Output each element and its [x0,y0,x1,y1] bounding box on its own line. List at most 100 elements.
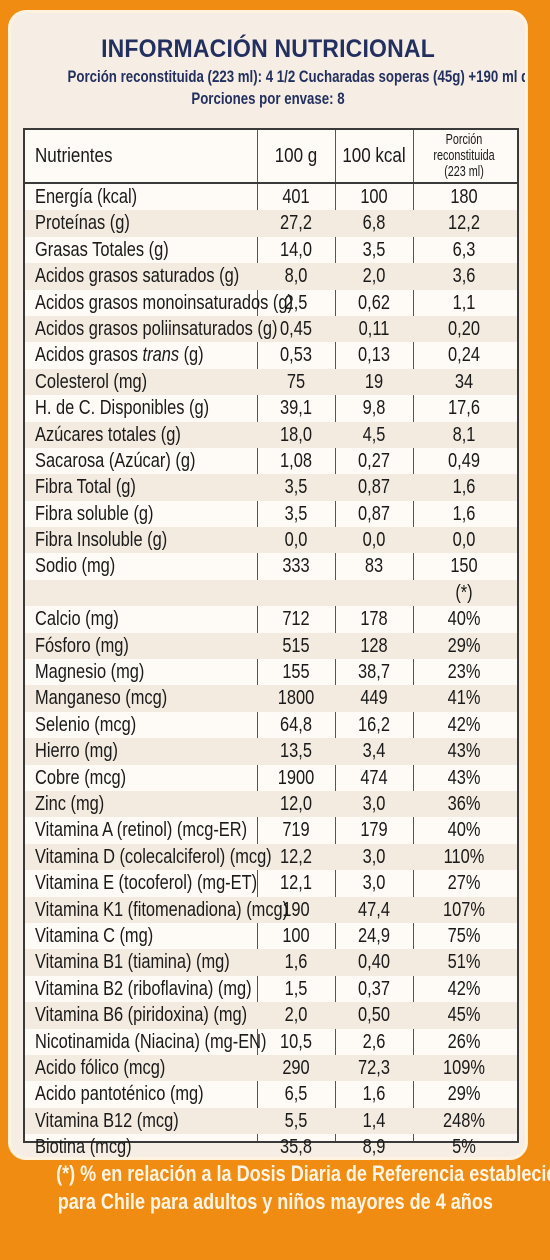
value-per-100kcal: 9,8 [362,397,386,420]
value-per-100g: 12,1 [280,872,312,895]
nutrient-name: Manganeso (mcg) [35,687,168,710]
value-per-serving: 51% [447,951,481,974]
value-per-100kcal [342,580,406,606]
value-per-100kcal: 2,0 [362,265,386,288]
footnote-line-1: (*) % en relación a la Dosis Diaria de R… [56,1161,550,1186]
value-per-100kcal: 24,9 [358,924,390,947]
value-per-100g: 0,0 [284,529,308,552]
value-per-100kcal: 0,0 [362,529,386,552]
value-per-serving: 26% [447,1030,481,1053]
value-per-serving: 3,6 [452,265,476,288]
value-per-100kcal: 1,6 [362,1083,386,1106]
value-per-serving: 23% [447,661,481,684]
value-per-100kcal: 0,62 [358,291,390,314]
table-row: Azúcares totales (g) 18,0 4,5 8,1 [25,421,517,448]
value-per-serving: 0,49 [448,449,480,472]
nutrient-name: Zinc (mg) [35,792,105,815]
value-per-serving: 0,0 [452,529,476,552]
value-per-100g: 100 [282,924,310,947]
table-row: Colesterol (mg) 75 19 34 [25,368,517,396]
value-per-100kcal: 100 [360,186,388,208]
value-per-100kcal: 8,9 [362,1136,386,1159]
value-per-serving: 45% [447,1004,481,1027]
table-row: Selenio (mcg) 64,8 16,2 42% [25,712,517,738]
nutrient-name: Colesterol (mg) [35,370,148,393]
table-row: Zinc (mg) 12,0 3,0 36% [25,790,517,818]
value-per-100g: 39,1 [280,397,312,420]
table-row: Acidos grasos poliinsaturados (g) 0,45 0,1… [25,315,517,343]
table-row: H. de C. Disponibles (g) 39,1 9,8 17,6 [25,395,517,421]
value-per-100g [264,580,328,606]
value-per-100kcal: 47,4 [358,898,390,921]
value-per-serving: 180 [450,186,478,208]
value-per-serving: 36% [447,792,481,815]
table-row: Magnesio (mg) 155 38,7 23% [25,659,517,685]
value-per-100g: 8,0 [284,265,308,288]
value-per-serving: 27% [447,872,481,895]
value-per-serving: 1,6 [452,476,476,499]
value-per-100g: 27,2 [280,212,312,235]
table-row: Vitamina D (colecalciferol) (mcg) 12,2 3,0… [25,843,517,871]
table-header: Nutrientes 100 g 100 kcal Porción recons… [25,130,517,184]
nutrition-table: Nutrientes 100 g 100 kcal Porción recons… [23,128,519,1157]
value-per-100g: 290 [282,1056,310,1079]
value-per-100g: 1800 [277,687,315,710]
table-row: Vitamina A (retinol) (mcg-ER) 719 179 40% [25,817,517,843]
nutrient-name: Biotina (mcg) [35,1136,132,1159]
servings-per-pack: Porciones por envase: 8 [191,89,345,108]
header-per-100g: 100 g [274,144,318,167]
table-row: Acido pantoténico (mg) 6,5 1,6 29% [25,1081,517,1107]
header-nutrients: Nutrientes [35,144,113,167]
value-per-serving: 75% [447,924,481,947]
value-per-100kcal: 3,0 [362,845,386,868]
value-per-100kcal: 3,5 [362,238,386,261]
value-per-100g: 10,5 [280,1030,312,1053]
value-per-serving: 110% [443,845,485,868]
value-per-serving: 17,6 [448,397,480,420]
nutrient-name: Grasas Totales (g) [35,238,169,261]
value-per-100kcal: 1,4 [362,1109,386,1132]
nutrient-name: Proteínas (g) [35,212,130,235]
value-per-serving: 40% [447,608,481,631]
value-per-100g: 712 [282,608,310,631]
table-row: Acidos grasos saturados (g) 8,0 2,0 3,6 [25,263,517,290]
value-per-100g: 333 [282,555,310,578]
nutrition-panel: INFORMACIÓN NUTRICIONAL Porción reconsti… [8,10,528,1160]
value-per-100g: 401 [282,186,310,208]
value-per-100kcal: 0,50 [358,1004,390,1027]
value-per-100kcal: 128 [360,634,388,657]
table-body: Energía (kcal) 401 100 180 Proteínas (g) 27,2… [25,184,517,1159]
header-per-serving: Porción reconstituida (223 ml) [420,130,508,182]
page-title: INFORMACIÓN NUTRICIONAL [101,35,435,63]
value-per-100kcal: 0,11 [358,317,390,340]
value-per-serving: 43% [447,740,481,763]
value-per-100kcal: 178 [360,608,388,631]
table-row: Nicotinamida (Niacina) (mg-EN) 10,5 2,6 26% [25,1029,517,1055]
header-per-100kcal: 100 kcal [342,144,406,167]
value-per-serving: 0,20 [448,317,480,340]
value-per-100kcal: 0,40 [358,951,390,974]
value-per-serving: 42% [447,713,481,736]
nutrient-name: Magnesio (mg) [35,661,145,684]
nutrient-name: Selenio (mcg) [35,713,137,736]
value-per-100g: 75 [286,370,306,393]
nutrient-name: Energía (kcal) [35,186,138,208]
nutrient-name: Fibra soluble (g) [35,502,154,525]
table-row: Fibra Insoluble (g) 0,0 0,0 0,0 [25,527,517,554]
serving-size: Porción reconstituida (223 ml): 4 1/2 Cu… [67,67,528,86]
nutrient-name: Calcio (mg) [35,608,119,631]
value-per-100g: 6,5 [284,1083,308,1106]
panel-header: INFORMACIÓN NUTRICIONAL Porción reconsti… [11,13,525,133]
table-row: Cobre (mcg) 1900 474 43% [25,765,517,791]
table-row: Acido fólico (mcg) 290 72,3 109% [25,1054,517,1082]
table-row: Vitamina K1 (fitomenadiona) (mcg) 190 47,4… [25,896,517,923]
table-row: Vitamina C (mg) 100 24,9 75% [25,923,517,949]
table-row: Hierro (mg) 13,5 3,4 43% [25,738,517,765]
nutrient-name: H. de C. Disponibles (g) [35,397,210,420]
value-per-100g: 2,0 [284,1004,308,1027]
table-row: Fibra soluble (g) 3,5 0,87 1,6 [25,501,517,527]
table-row: Sodio (mg) 333 83 150 [25,553,517,579]
nutrient-name: Fósforo (mg) [35,634,129,657]
nutrient-name: Acido fólico (mcg) [35,1056,166,1079]
value-per-serving: 1,6 [452,502,476,525]
